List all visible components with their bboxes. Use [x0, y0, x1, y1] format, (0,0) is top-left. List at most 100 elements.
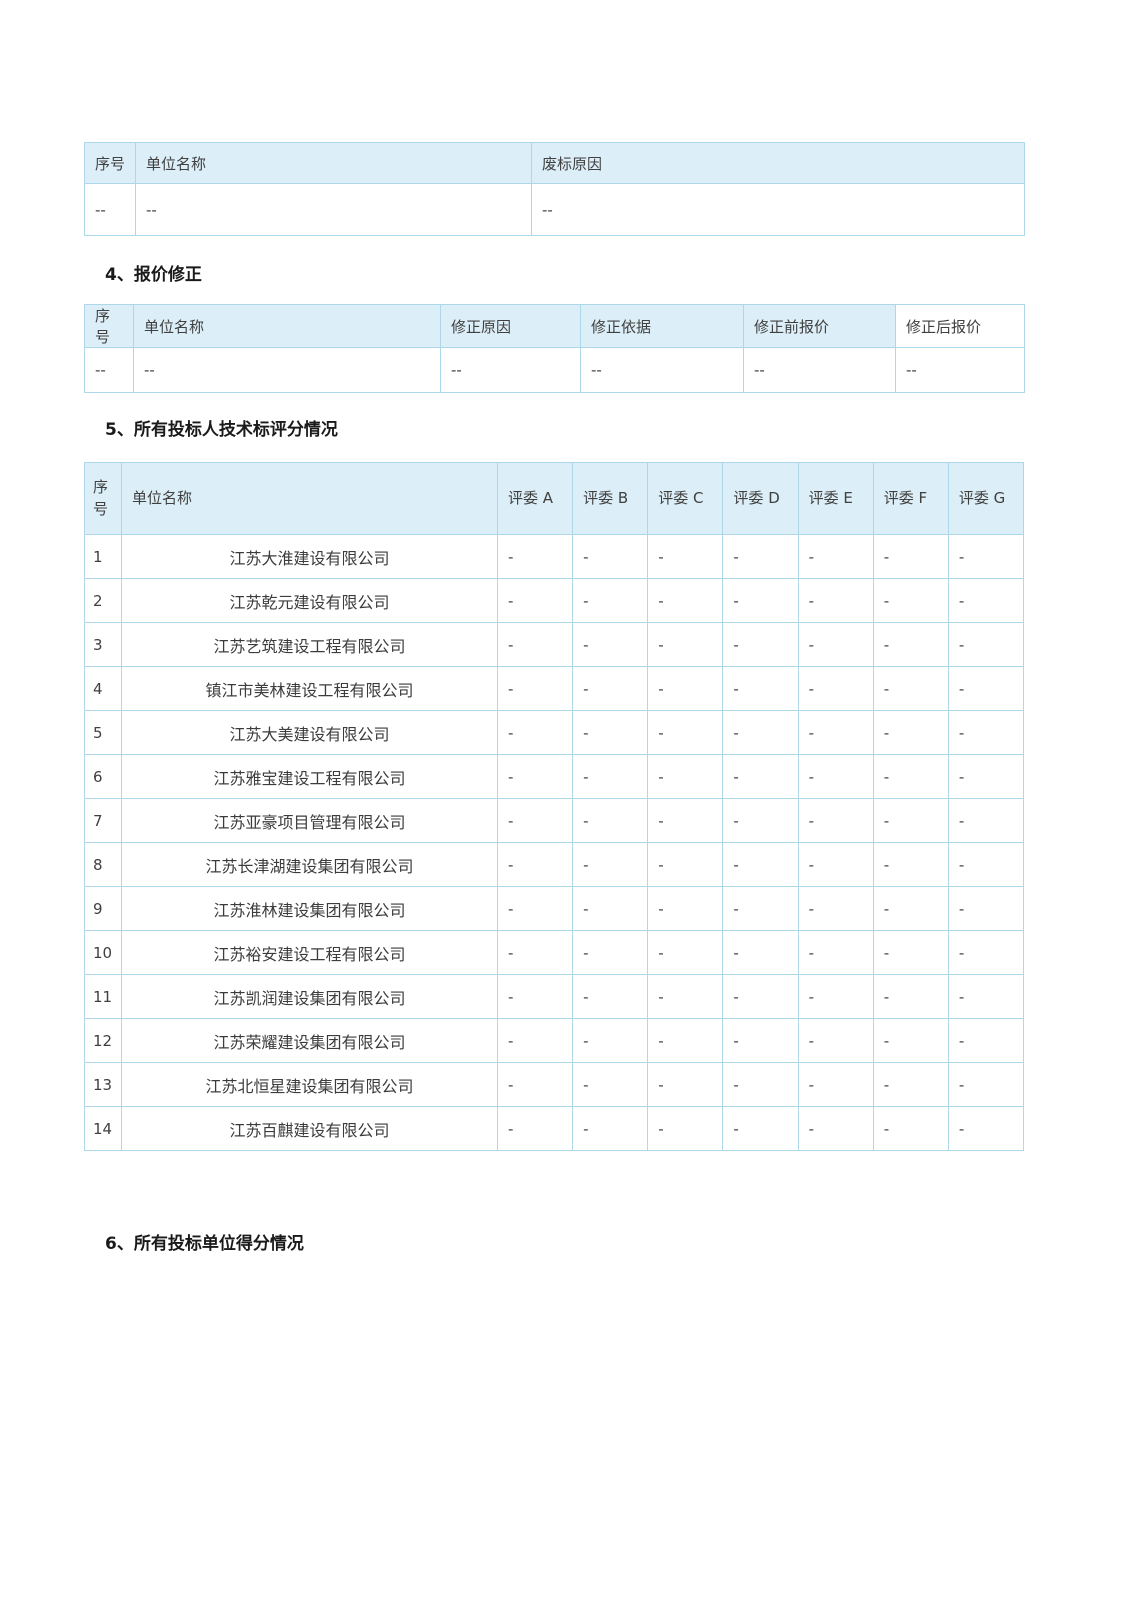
column-header: 修正前报价 [743, 304, 896, 348]
cell: -- [135, 183, 532, 236]
cell: -- [133, 347, 441, 393]
judge-score-cell: - [872, 842, 949, 887]
judge-score-cell: - [947, 754, 1025, 799]
cell: -- [84, 183, 136, 236]
row-number-cell: 4 [84, 666, 122, 711]
row-number-cell: 2 [84, 578, 122, 623]
section-5-heading: 5、所有投标人技术标评分情况 [105, 420, 338, 440]
column-header: 修正原因 [440, 304, 581, 348]
judge-score-cell: - [722, 534, 799, 579]
row-number-cell: 5 [84, 710, 122, 755]
judge-score-cell: - [647, 842, 724, 887]
company-name-cell: 江苏淮林建设集团有限公司 [121, 886, 498, 931]
company-name-cell: 江苏亚豪项目管理有限公司 [121, 798, 498, 843]
column-header: 评委 D [722, 462, 799, 535]
judge-score-cell: - [872, 1018, 949, 1063]
judge-score-cell: - [572, 754, 649, 799]
judge-score-cell: - [947, 1106, 1025, 1151]
judge-score-cell: - [797, 578, 874, 623]
judge-score-cell: - [572, 1018, 649, 1063]
judge-score-cell: - [797, 534, 874, 579]
table-row: 3 江苏艺筑建设工程有限公司 - - - - - - - [84, 622, 1025, 667]
section-4-heading: 4、报价修正 [105, 265, 202, 285]
judge-score-cell: - [797, 1018, 874, 1063]
judge-score-cell: - [647, 710, 724, 755]
column-header: 序号 [84, 462, 122, 535]
judge-score-cell: - [947, 710, 1025, 755]
price-correction-table-body: -- -- -- -- -- -- [84, 347, 1025, 393]
judge-score-cell: - [872, 1062, 949, 1107]
judge-score-cell: - [872, 754, 949, 799]
row-number-cell: 6 [84, 754, 122, 799]
judge-score-cell: - [572, 974, 649, 1019]
judge-score-cell: - [947, 1062, 1025, 1107]
company-name-cell: 江苏乾元建设有限公司 [121, 578, 498, 623]
company-name-cell: 江苏雅宝建设工程有限公司 [121, 754, 498, 799]
judge-score-cell: - [947, 534, 1025, 579]
tech-score-table-body: 1 江苏大淮建设有限公司 - - - - - - -2 江苏乾元建设有限公司 - - - - - - -3 江苏艺… [84, 534, 1025, 1151]
table-row: -- -- -- [84, 183, 1025, 236]
row-number-cell: 1 [84, 534, 122, 579]
judge-score-cell: - [797, 1062, 874, 1107]
table-row: 6 江苏雅宝建设工程有限公司 - - - - - - - [84, 754, 1025, 799]
table-row: 14 江苏百麒建设有限公司 - - - - - - - [84, 1106, 1025, 1151]
judge-score-cell: - [872, 710, 949, 755]
judge-score-cell: - [722, 754, 799, 799]
judge-score-cell: - [797, 754, 874, 799]
judge-score-cell: - [572, 666, 649, 711]
judge-score-cell: - [872, 974, 949, 1019]
judge-score-cell: - [722, 886, 799, 931]
cell: -- [84, 347, 134, 393]
column-header: 评委 G [947, 462, 1025, 535]
judge-score-cell: - [797, 842, 874, 887]
tech-score-table-head: 序号 单位名称 评委 A 评委 B 评委 C 评委 D 评委 E 评委 F 评委 G [84, 462, 1025, 535]
judge-score-cell: - [797, 930, 874, 975]
judge-score-cell: - [872, 666, 949, 711]
column-header: 单位名称 [133, 304, 441, 348]
cell: -- [895, 347, 1025, 393]
judge-score-cell: - [722, 578, 799, 623]
judge-score-cell: - [572, 534, 649, 579]
company-name-cell: 江苏裕安建设工程有限公司 [121, 930, 498, 975]
judge-score-cell: - [496, 578, 574, 623]
table-row: 5 江苏大美建设有限公司 - - - - - - - [84, 710, 1025, 755]
table-row: 2 江苏乾元建设有限公司 - - - - - - - [84, 578, 1025, 623]
judge-score-cell: - [647, 666, 724, 711]
table-row: 10 江苏裕安建设工程有限公司 - - - - - - - [84, 930, 1025, 975]
judge-score-cell: - [496, 798, 574, 843]
judge-score-cell: - [496, 666, 574, 711]
column-header: 评委 F [872, 462, 949, 535]
judge-score-cell: - [947, 798, 1025, 843]
cell: -- [531, 183, 1025, 236]
judge-score-cell: - [572, 798, 649, 843]
judge-score-cell: - [496, 1062, 574, 1107]
header-row: 序号 单位名称 废标原因 [84, 142, 1025, 184]
judge-score-cell: - [722, 1062, 799, 1107]
judge-score-cell: - [722, 974, 799, 1019]
judge-score-cell: - [872, 622, 949, 667]
judge-score-cell: - [797, 1106, 874, 1151]
judge-score-cell: - [722, 1106, 799, 1151]
judge-score-cell: - [572, 886, 649, 931]
judge-score-cell: - [947, 666, 1025, 711]
cell: -- [743, 347, 896, 393]
judge-score-cell: - [872, 798, 949, 843]
company-name-cell: 镇江市美林建设工程有限公司 [121, 666, 498, 711]
judge-score-cell: - [797, 974, 874, 1019]
row-number-cell: 9 [84, 886, 122, 931]
judge-score-cell: - [872, 578, 949, 623]
judge-score-cell: - [872, 534, 949, 579]
judge-score-cell: - [572, 842, 649, 887]
header-row: 序号 单位名称 修正原因 修正依据 修正前报价 修正后报价 [84, 304, 1025, 348]
column-header: 序号 [84, 304, 134, 348]
judge-score-cell: - [496, 886, 574, 931]
judge-score-cell: - [572, 1106, 649, 1151]
column-header: 修正后报价 [895, 304, 1025, 348]
table-row: 11 江苏凯润建设集团有限公司 - - - - - - - [84, 974, 1025, 1019]
judge-score-cell: - [647, 622, 724, 667]
cell: -- [440, 347, 581, 393]
judge-score-cell: - [496, 974, 574, 1019]
judge-score-cell: - [496, 1106, 574, 1151]
company-name-cell: 江苏凯润建设集团有限公司 [121, 974, 498, 1019]
column-header: 评委 E [797, 462, 874, 535]
